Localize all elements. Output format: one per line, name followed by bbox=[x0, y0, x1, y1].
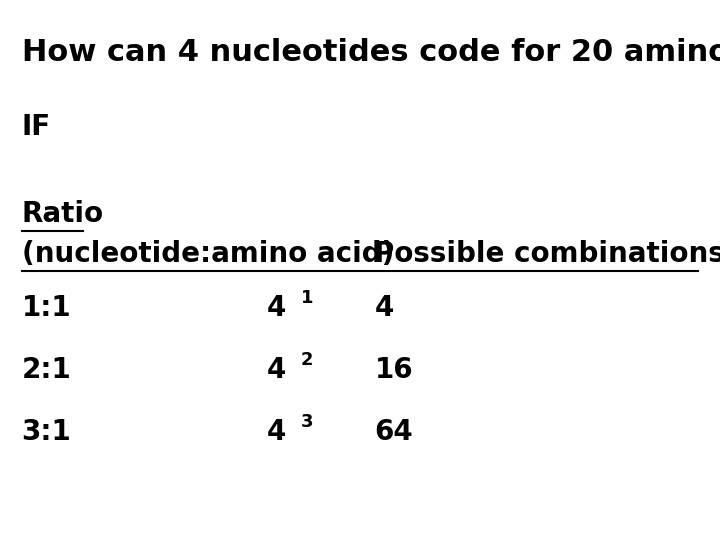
Text: IF: IF bbox=[22, 113, 50, 141]
Text: Possible combinations: Possible combinations bbox=[374, 240, 720, 268]
Text: 4: 4 bbox=[266, 356, 286, 384]
Text: 2:1: 2:1 bbox=[22, 356, 71, 384]
Text: 3:1: 3:1 bbox=[22, 418, 71, 447]
Text: 2: 2 bbox=[301, 351, 313, 369]
Text: 1: 1 bbox=[301, 289, 313, 307]
Text: 4: 4 bbox=[374, 294, 394, 322]
Text: 64: 64 bbox=[374, 418, 413, 447]
Text: How can 4 nucleotides code for 20 amino acids?: How can 4 nucleotides code for 20 amino … bbox=[22, 38, 720, 67]
Text: 3: 3 bbox=[301, 413, 313, 431]
Text: (nucleotide:amino acid): (nucleotide:amino acid) bbox=[22, 240, 394, 268]
Text: 4: 4 bbox=[266, 418, 286, 447]
Text: Ratio: Ratio bbox=[22, 200, 104, 228]
Text: 1:1: 1:1 bbox=[22, 294, 71, 322]
Text: 4: 4 bbox=[266, 294, 286, 322]
Text: 16: 16 bbox=[374, 356, 413, 384]
